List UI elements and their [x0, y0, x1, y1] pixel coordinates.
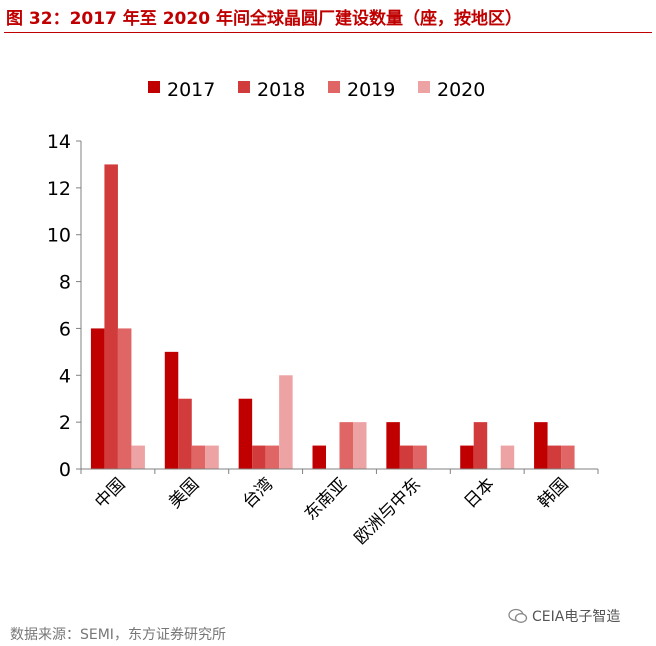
- x-tick-label: 日本: [461, 474, 499, 512]
- source-note: 数据来源：SEMI，东方证券研究所: [10, 627, 226, 643]
- bar-2020: [353, 422, 367, 469]
- bar-2017: [386, 422, 400, 469]
- legend-swatch-2020: [418, 81, 430, 93]
- legend-label-2020: 2020: [437, 79, 485, 101]
- x-tick-label: 欧洲与中东: [351, 474, 425, 548]
- y-tick-label: 0: [59, 459, 71, 481]
- y-tick-label: 12: [47, 178, 71, 200]
- bar-2017: [164, 351, 179, 469]
- legend-label-2019: 2019: [347, 79, 395, 101]
- x-tick-label: 中国: [91, 474, 129, 512]
- x-tick-label: 韩国: [534, 474, 572, 512]
- bar-2018: [252, 445, 266, 469]
- bar-2020: [279, 375, 293, 469]
- y-tick-label: 6: [59, 318, 71, 340]
- x-tick-label: 台湾: [239, 474, 277, 512]
- legend-swatch-2017: [148, 81, 160, 93]
- legend-swatch-2018: [238, 81, 250, 93]
- bar-2018: [104, 164, 118, 469]
- bar-2017: [460, 445, 474, 469]
- bar-2018: [178, 398, 192, 469]
- title-divider: [4, 32, 652, 33]
- bar-chart: 2017 2018 2019 2020 0 2 4 6 8 10 12 14 中国 美国 台湾 东南亚 欧洲与中…: [47, 79, 599, 549]
- bar-2019: [191, 445, 206, 469]
- watermark: CEIA电子智造: [508, 606, 620, 626]
- y-tick-label: 8: [59, 272, 71, 294]
- bar-2019: [561, 445, 575, 469]
- watermark-text: CEIA电子智造: [532, 609, 621, 625]
- y-tick-label: 10: [47, 225, 71, 247]
- x-tick-label: 美国: [165, 474, 203, 512]
- bar-2017: [312, 445, 326, 469]
- bar-2018: [399, 445, 414, 469]
- x-tick-label: 东南亚: [301, 474, 351, 524]
- bar-2020: [500, 445, 515, 469]
- bar-2018: [473, 422, 488, 469]
- y-tick-label: 2: [59, 412, 71, 434]
- legend-swatch-2019: [328, 81, 340, 93]
- wechat-icon: [508, 608, 528, 623]
- figure-title: 图 32：2017 年至 2020 年间全球晶圆厂建设数量（座，按地区）: [6, 9, 522, 29]
- bar-2017: [534, 422, 548, 469]
- bar-2019: [413, 445, 427, 469]
- bar-2019: [339, 422, 353, 469]
- y-tick-label: 4: [59, 365, 71, 387]
- legend-label-2018: 2018: [257, 79, 305, 101]
- bar-2019: [117, 328, 132, 469]
- bar-2017: [238, 398, 253, 469]
- legend-label-2017: 2017: [167, 79, 215, 101]
- bar-2020: [131, 445, 145, 469]
- bar-2017: [90, 328, 105, 469]
- bar-2018: [547, 445, 562, 469]
- y-tick-label: 14: [47, 131, 71, 153]
- bar-2020: [205, 445, 219, 469]
- bar-2019: [265, 445, 280, 469]
